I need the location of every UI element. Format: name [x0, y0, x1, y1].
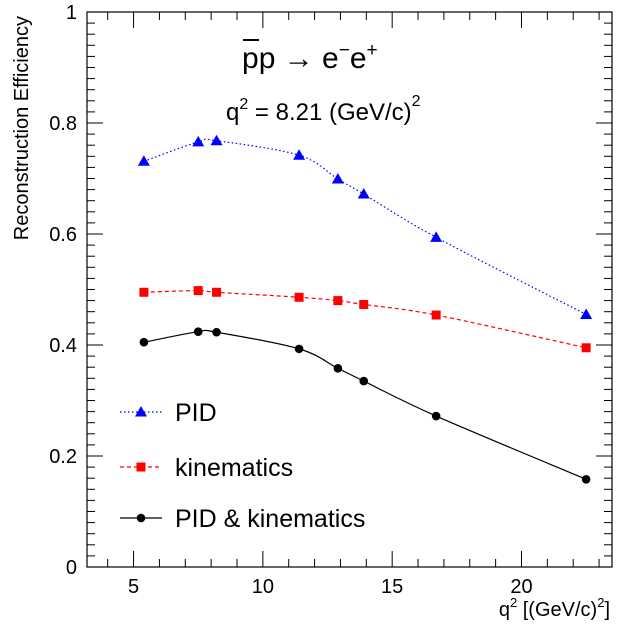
data-point [294, 344, 304, 354]
x-tick-label: 5 [128, 576, 139, 598]
data-point [193, 327, 203, 336]
plot-frame [86, 11, 613, 568]
plot-border [86, 11, 613, 568]
series-line [143, 329, 587, 480]
series-layer [137, 134, 593, 484]
legend-item-kinematics: kinematics [120, 454, 293, 482]
data-point [193, 286, 203, 296]
series-line [143, 138, 587, 316]
data-point [581, 343, 591, 353]
chart-title-line2: q2 = 8.21 (GeV/c)2 [226, 93, 421, 126]
data-point [333, 296, 343, 306]
y-tick-label: 0.8 [49, 113, 77, 135]
legend-marker [136, 513, 146, 523]
legend-marker [136, 462, 146, 472]
series-line [143, 290, 587, 349]
data-point [359, 376, 369, 386]
legend-label: PID [175, 399, 217, 427]
data-point [331, 173, 344, 184]
series-kinematics [139, 286, 591, 353]
data-point [137, 155, 150, 166]
data-point [294, 292, 304, 302]
y-tick-label: 0.6 [49, 224, 77, 246]
legend: PID kinematics PID & kinematics [120, 399, 365, 533]
data-point [431, 411, 441, 421]
title-e: e [350, 42, 367, 75]
title-sup-plus: + [367, 40, 378, 61]
x-tick-label: 20 [510, 576, 532, 598]
xlabel-close: ] [604, 599, 610, 621]
title2-value: = 8.21 (GeV/c) [248, 99, 411, 126]
data-point [139, 337, 149, 347]
legend-item-pid-kinematics: PID & kinematics [120, 505, 365, 533]
xlabel-q: q [499, 599, 510, 621]
xlabel-units: [(GeV/c) [517, 599, 597, 621]
data-point [212, 327, 221, 337]
title-pbar: p [242, 42, 259, 75]
data-point [212, 287, 222, 297]
data-point [293, 149, 306, 160]
title-sup-minus: − [339, 40, 350, 61]
y-tick-label: 0 [66, 557, 77, 579]
data-point [139, 287, 149, 297]
x-axis-label: q2 [(GeV/c)2] [499, 595, 610, 621]
x-tick-label: 15 [381, 576, 403, 598]
axis-ticks [87, 11, 612, 568]
tick-labels: 5 10 15 20 0 0.2 0.4 0.6 0.8 1 [49, 2, 532, 598]
data-point [581, 475, 591, 484]
y-tick-label: 0.2 [49, 446, 77, 468]
title2-q: q [226, 99, 239, 126]
data-point [580, 308, 593, 319]
data-point [333, 364, 343, 373]
y-tick-label: 1 [66, 2, 77, 24]
legend-label: kinematics [175, 454, 293, 482]
legend-marker [135, 406, 147, 417]
xlabel-sup2: 2 [597, 595, 604, 610]
title-reaction: p → e [259, 42, 339, 75]
y-axis-label: Reconstruction Efficiency [11, 16, 33, 240]
data-point [192, 135, 205, 147]
data-point [431, 310, 441, 320]
chart-title-line1: pp → e−e+ [242, 40, 378, 75]
title2-sup2: 2 [412, 93, 421, 110]
legend-label: PID & kinematics [175, 505, 365, 533]
series-pid [137, 134, 593, 319]
y-tick-label: 0.4 [49, 335, 77, 357]
legend-item-pid: PID [120, 399, 217, 427]
title2-sup: 2 [239, 96, 248, 113]
data-point [357, 188, 370, 199]
series-pid-kinematics [139, 327, 591, 484]
x-tick-label: 10 [252, 576, 274, 598]
data-point [210, 134, 223, 146]
xlabel-sup: 2 [510, 595, 517, 610]
data-point [430, 231, 443, 242]
data-point [359, 299, 369, 309]
